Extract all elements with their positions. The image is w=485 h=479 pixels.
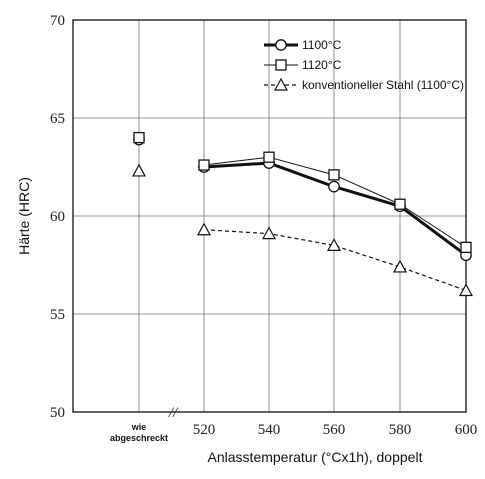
y-tick-label: 60 <box>50 209 65 225</box>
legend-label: 1100°C <box>302 38 342 52</box>
legend-marker-circle <box>275 39 287 51</box>
y-tick-label: 70 <box>50 13 65 29</box>
legend-marker-square <box>275 59 287 71</box>
legend: 1100°C 1120°C konventioneller Stahl (1100°… <box>264 38 464 92</box>
data-point-triangle <box>326 238 342 251</box>
data-point-square <box>394 198 406 210</box>
data-point-triangle <box>392 259 408 273</box>
data-point-square <box>198 159 210 171</box>
y-tick-label: 50 <box>50 405 65 421</box>
data-point-triangle <box>458 283 474 297</box>
as-quenched-point-square <box>133 131 145 144</box>
x-category-label-line2: abgeschreckt <box>110 433 168 443</box>
data-point-square <box>460 241 472 254</box>
x-tick-label: 580 <box>389 422 412 438</box>
data-point-triangle <box>196 222 212 236</box>
plot-frame <box>72 19 467 413</box>
data-point-square <box>263 151 275 163</box>
x-axis-label: Anlasstemperatur (°Cx1h), doppelt <box>208 449 423 465</box>
series-line-triangle <box>203 229 467 292</box>
x-tick-label: 600 <box>455 422 478 438</box>
x-tick-label: 520 <box>193 422 216 438</box>
y-tick-label: 65 <box>50 111 65 127</box>
data-point-triangle <box>261 226 277 240</box>
axis-break-mark: // <box>168 405 179 421</box>
x-tick-label: 560 <box>323 422 346 438</box>
as-quenched-point-triangle <box>131 163 147 177</box>
legend-marker-triangle <box>273 77 289 91</box>
data-point-circle <box>328 180 340 193</box>
y-axis-label: Härte (HRC) <box>16 177 32 255</box>
y-tick-label: 55 <box>50 307 65 323</box>
x-tick-label: 540 <box>258 422 281 438</box>
axes: 50 55 60 65 70 520 540 560 580 600 wieabgeschreckt… <box>50 13 477 443</box>
data-point-square <box>328 169 340 181</box>
legend-label: konventioneller Stahl (1100°C) <box>302 78 464 92</box>
legend-label: 1120°C <box>302 58 342 72</box>
x-category-label-line1: wie <box>131 422 147 432</box>
series-group <box>131 131 474 297</box>
